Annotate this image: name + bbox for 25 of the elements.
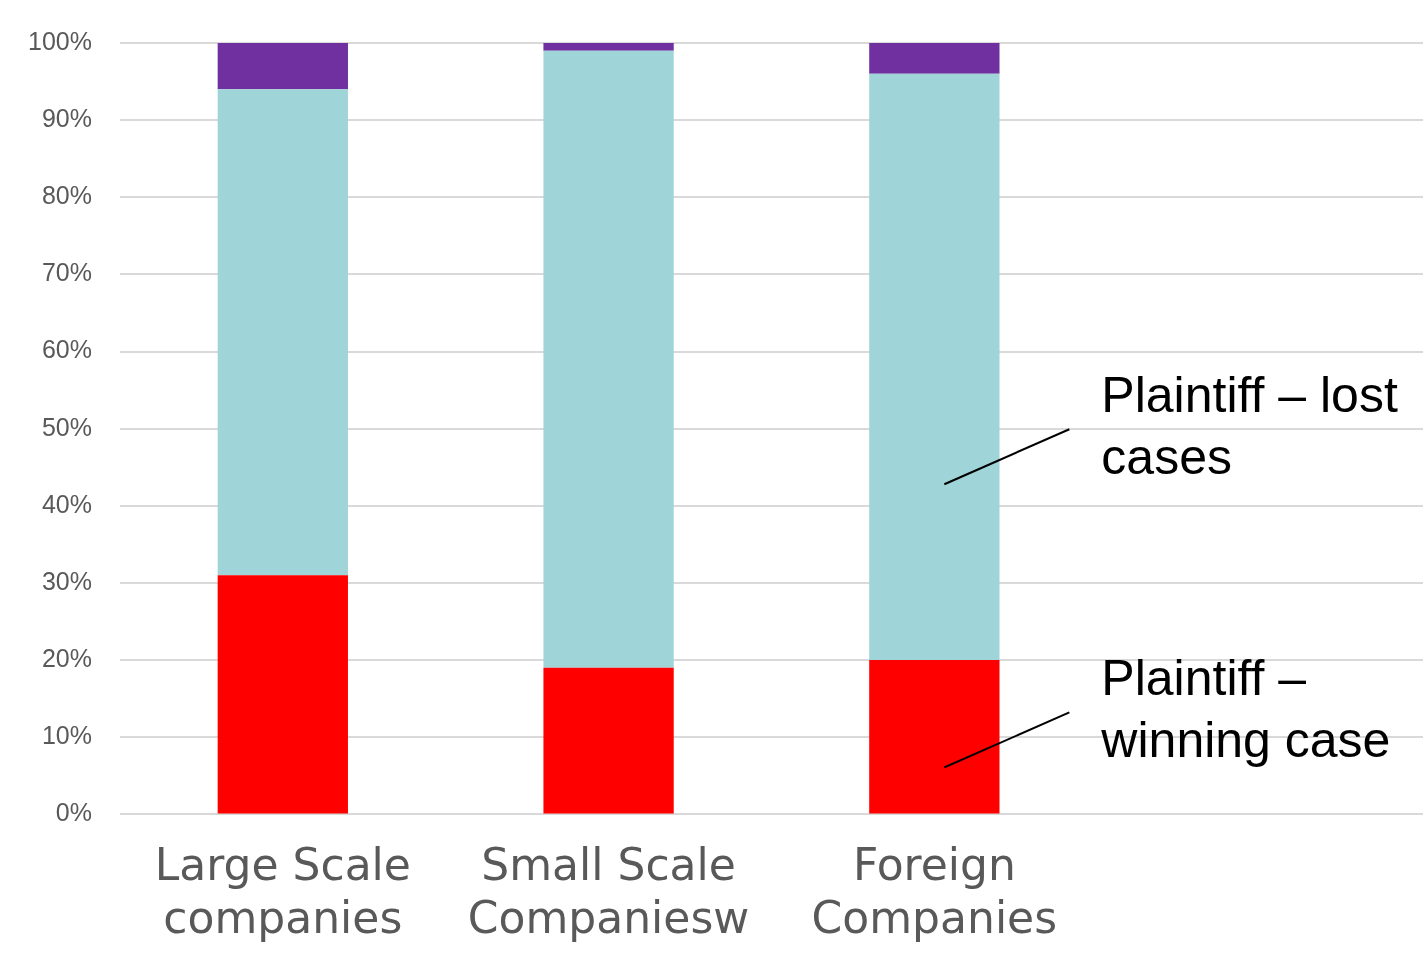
bar: [217, 89, 348, 576]
bar: [217, 575, 348, 814]
bar: [869, 43, 1000, 74]
y-tick-label: 40%: [41, 489, 92, 518]
y-tick-label: 30%: [41, 566, 92, 595]
bar: [217, 43, 348, 90]
x-tick-label: Small Scale Companiesw: [467, 839, 750, 944]
bar: [543, 50, 674, 668]
y-tick-label: 100%: [27, 26, 92, 55]
bar: [543, 667, 674, 814]
y-tick-label: 20%: [41, 644, 92, 673]
text: Plaintiff – lost cases: [1101, 367, 1398, 486]
y-tick-label: 80%: [41, 181, 92, 210]
y-tick-label: 10%: [41, 721, 92, 750]
y-tick-label: 60%: [41, 335, 92, 364]
y-tick-label: 0%: [55, 798, 92, 827]
bar: [869, 73, 1000, 661]
x-tick-label: Foreign Companies: [811, 839, 1058, 944]
y-tick-label: 50%: [41, 412, 92, 441]
y-tick-label: 70%: [41, 258, 92, 287]
y-tick-label: 90%: [41, 104, 92, 133]
text: Plaintiff – winning case: [1100, 650, 1391, 769]
x-tick-label: Large Scale companies: [154, 839, 411, 944]
bar: [543, 43, 674, 51]
bar: [869, 660, 1000, 814]
